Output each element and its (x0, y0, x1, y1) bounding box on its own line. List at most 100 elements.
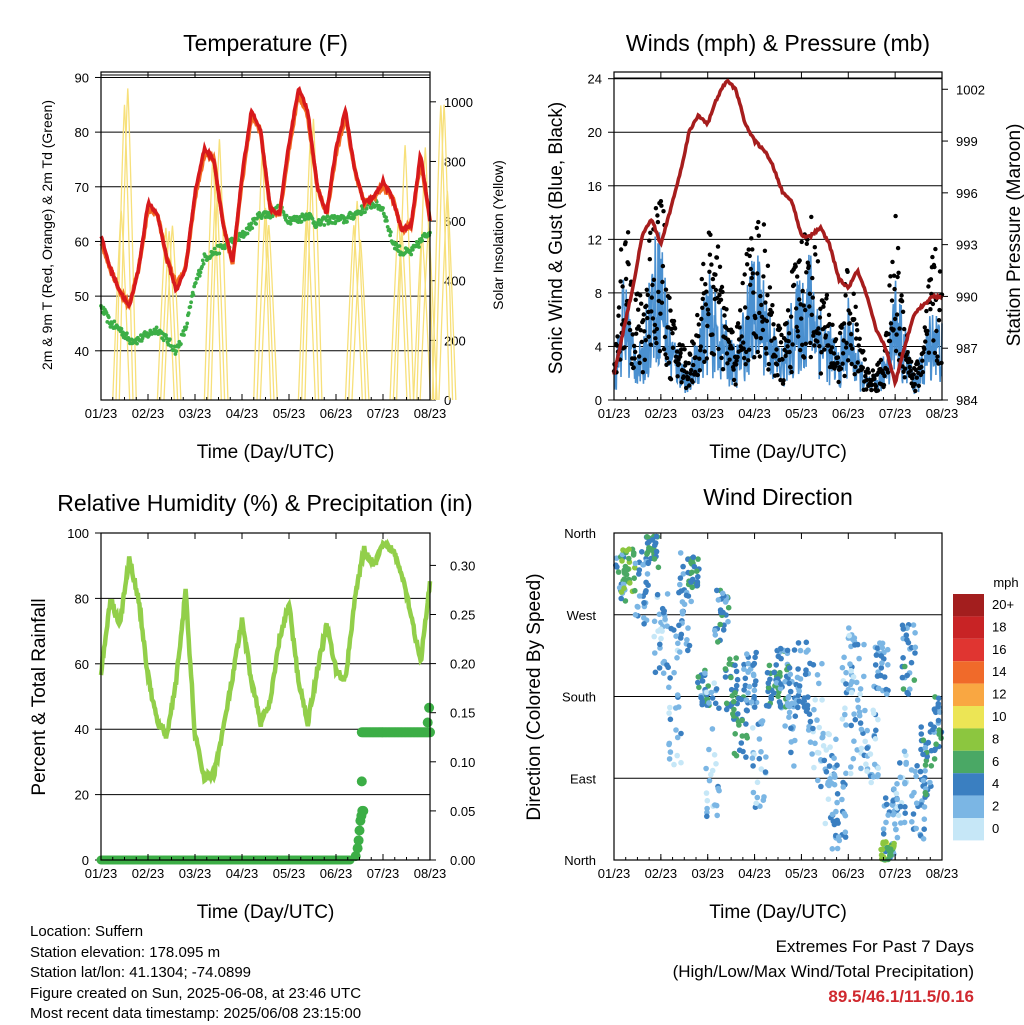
wind-direction-point (846, 632, 852, 639)
wind-gust-point (637, 354, 642, 359)
dewpoint-point (319, 221, 323, 226)
wind-direction-point (879, 640, 886, 647)
wind-gust-point (644, 303, 649, 309)
wind-direction-point (696, 684, 702, 691)
wind-gust-point (783, 353, 788, 359)
wind-gust-point (810, 295, 815, 300)
wind-gust-point (822, 347, 827, 352)
wind-gust-point (637, 360, 642, 366)
wind-direction-point (775, 693, 781, 700)
dewpoint-point (388, 233, 392, 238)
wind-direction-point (748, 699, 755, 705)
wind-gust-point (902, 326, 907, 332)
wind-direction-point (762, 769, 769, 775)
wind-direction-point (680, 571, 687, 577)
rh-x-tick-label: 05/23 (273, 866, 306, 881)
wind-direction-point (792, 713, 799, 719)
wind-direction-point (685, 625, 691, 631)
wind-gust-point (862, 357, 867, 362)
wind-direction-point (902, 810, 908, 816)
wind-direction-point (712, 627, 718, 634)
dewpoint-point (254, 222, 258, 226)
wind-gust-point (798, 347, 803, 353)
wind-gust-point (646, 334, 651, 339)
wind-gust-point (668, 308, 673, 313)
wind-gust-point (920, 358, 925, 363)
wind-gust-point (639, 339, 644, 345)
wind-gust-point (649, 309, 654, 314)
wind-direction-point (677, 581, 683, 588)
dewpoint-point (174, 349, 179, 354)
wind-gust-point (899, 299, 905, 304)
wind-gust-point (870, 368, 876, 373)
wind-frame (613, 71, 943, 401)
wind-direction-point (671, 669, 677, 676)
precip-point (358, 805, 369, 816)
wind-gust-point (902, 375, 907, 380)
wind-gust-point (788, 365, 793, 370)
wind-xlabel: Time (Day/UTC) (709, 442, 847, 463)
wind-direction-point (923, 791, 929, 798)
wind-direction-point (912, 630, 918, 636)
wind-direction-point (786, 709, 793, 716)
wind-gust-point (899, 293, 904, 298)
dewpoint-point (397, 244, 402, 248)
wind-direction-point (913, 773, 919, 780)
wind-gust-point (691, 341, 696, 346)
wind-direction-point (797, 676, 804, 682)
wind-direction-point (841, 654, 847, 661)
wind-direction-point (771, 690, 777, 696)
wind-gust-point (731, 377, 737, 383)
wind-direction-point (703, 790, 710, 796)
wind-direction-point (816, 724, 822, 731)
wind-gust-point (689, 368, 694, 373)
wind-direction-point (671, 761, 677, 768)
wind-direction-point (879, 645, 886, 651)
wind-direction-point (786, 703, 793, 710)
wind-gust-point (815, 259, 821, 264)
wind-direction-point (805, 694, 811, 700)
wind-direction-point (861, 641, 867, 648)
precip-point (352, 843, 363, 854)
wind-gust-point (936, 318, 942, 323)
wind-direction-point (936, 727, 942, 733)
dewpoint-point (249, 221, 254, 226)
wind-gust-point (891, 327, 896, 332)
wind-direction-point (937, 709, 943, 715)
wind-gust-point (633, 297, 638, 302)
wind-direction-point (804, 702, 811, 709)
wind-gust-point (812, 343, 817, 348)
wind-direction-point (683, 592, 690, 599)
wind-gust-point (670, 331, 675, 336)
wind-gust-point (833, 363, 838, 369)
wind-gust-point (625, 230, 631, 235)
wind-direction-point (875, 765, 881, 771)
wind-direction-point (810, 725, 816, 732)
wind-direction-point (632, 560, 639, 567)
wind-direction-point (653, 548, 660, 555)
wind-gust-point (799, 316, 804, 321)
wind-gust-point (928, 277, 934, 282)
wind-gust-point (800, 342, 805, 347)
wind-direction-point (925, 739, 932, 746)
wind-gust-point (679, 380, 684, 385)
wind-gust-point (922, 325, 927, 330)
dewpoint-point (310, 216, 315, 221)
colorbar-label: 2 (992, 799, 999, 814)
wind-direction-point (619, 558, 625, 564)
wind-direction-point (842, 829, 849, 835)
wind-gust-point (852, 372, 857, 377)
wind-gust-point (652, 322, 658, 328)
wind-gust-point (761, 222, 767, 227)
wind-direction-point (821, 757, 828, 764)
wind-direction-point (678, 730, 684, 737)
wind-gust-point (786, 339, 791, 344)
wind-direction-point (674, 692, 681, 698)
solar-insolation-trace (163, 225, 182, 401)
wind-gust-point (773, 354, 778, 359)
wind-direction-point (841, 810, 847, 817)
wind-direction-point (653, 533, 660, 540)
wind-gust-point (774, 362, 780, 367)
wind-direction-point (723, 706, 730, 713)
